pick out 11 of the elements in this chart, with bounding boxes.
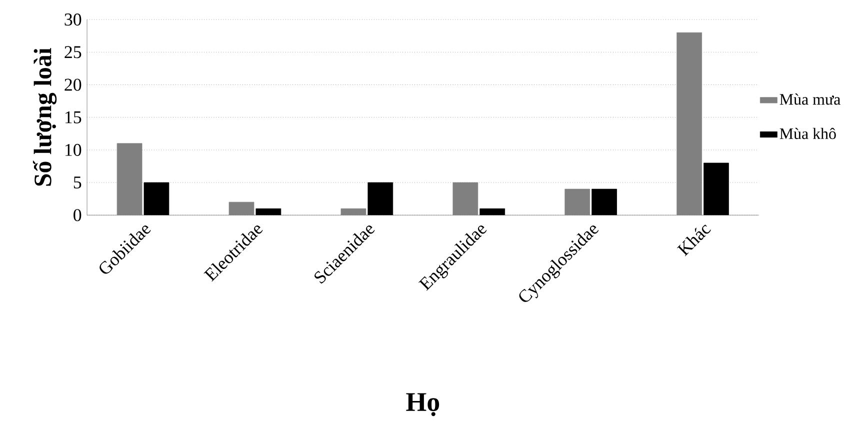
y-tick-label: 10 bbox=[65, 144, 82, 156]
y-tick-label: 0 bbox=[74, 209, 82, 222]
y-axis-title: Số lượng loài bbox=[32, 48, 57, 186]
legend-label: Mùa mưa bbox=[780, 94, 840, 105]
x-axis-title: Họ bbox=[406, 393, 440, 416]
y-tick-label: 15 bbox=[65, 111, 82, 124]
y-tick-label: 20 bbox=[64, 78, 82, 91]
legend-label: Mùa khô bbox=[780, 128, 836, 140]
y-tick-label: 30 bbox=[64, 14, 82, 26]
y-tick-label: 25 bbox=[64, 46, 82, 58]
y-tick-label: 5 bbox=[74, 176, 82, 189]
